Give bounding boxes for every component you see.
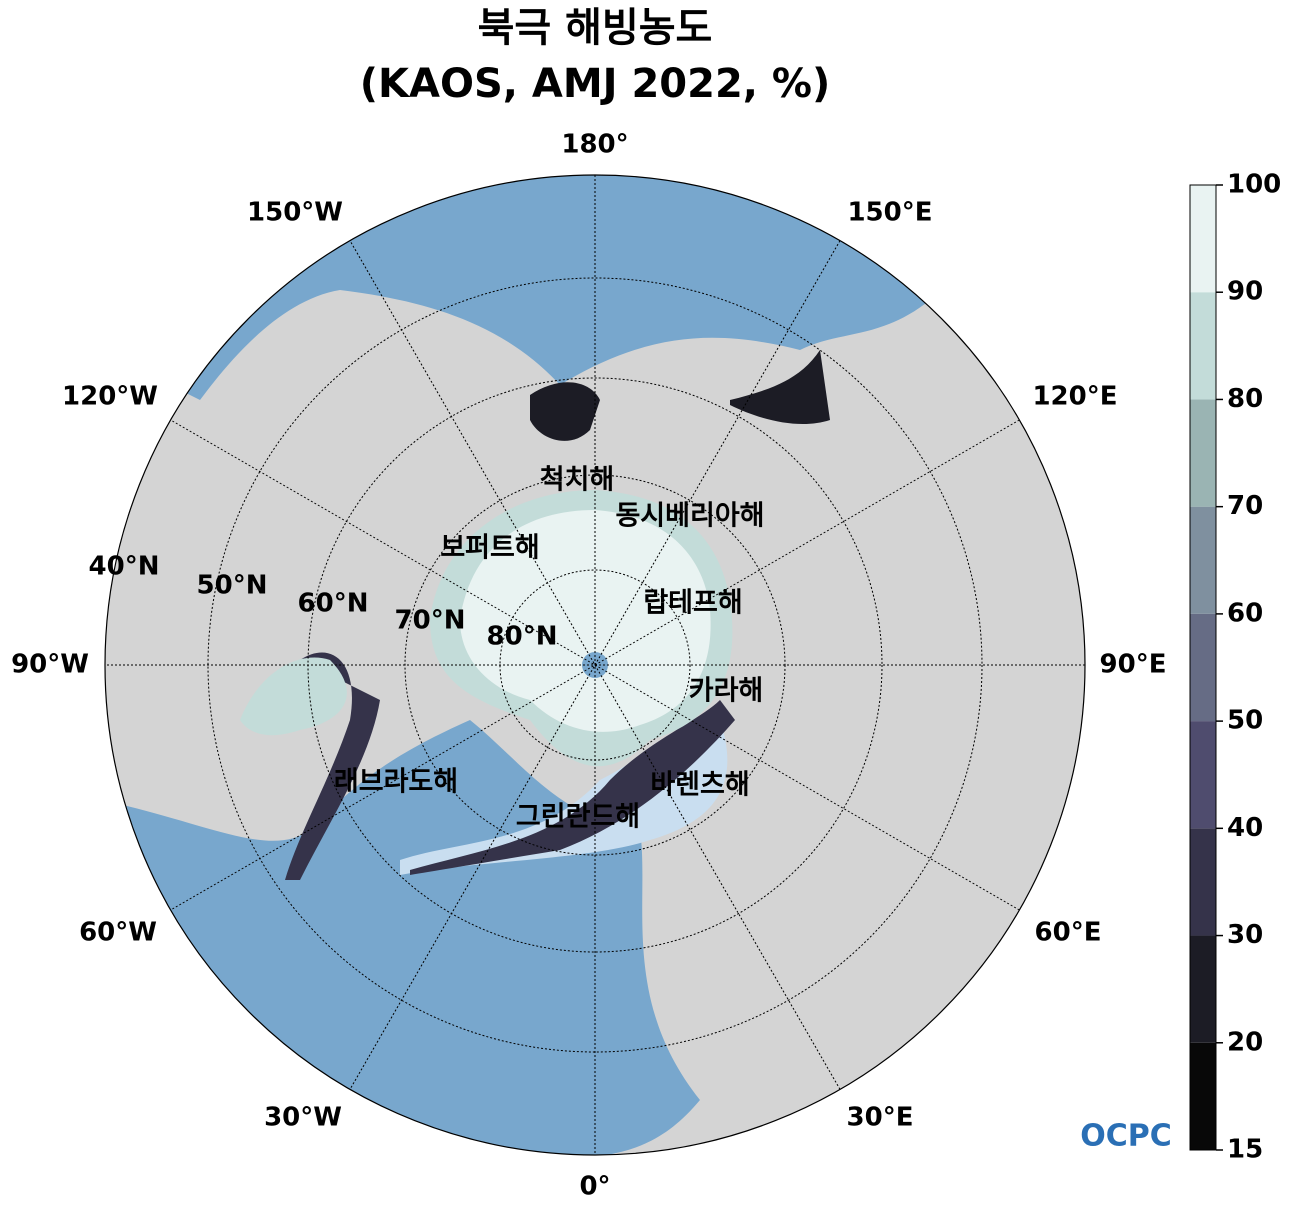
colorbar-tick-label: 50 bbox=[1227, 706, 1263, 736]
pacific-ocean bbox=[160, 175, 930, 400]
title: 북극 해빙농도 bbox=[478, 5, 713, 51]
sea-label: 보퍼트해 bbox=[440, 533, 539, 564]
ice-edge bbox=[530, 382, 600, 441]
ice-edge bbox=[285, 652, 380, 880]
longitude-label: 0° bbox=[579, 1172, 610, 1202]
colorbar-tick-label: 100 bbox=[1227, 170, 1281, 200]
colorbar-segment bbox=[1190, 185, 1216, 293]
colorbar-tick-label: 15 bbox=[1227, 1135, 1263, 1165]
colorbar-tick-label: 20 bbox=[1227, 1027, 1263, 1057]
sea-label: 척치해 bbox=[540, 465, 615, 496]
sea-label: 래브라도해 bbox=[334, 767, 458, 798]
title: (KAOS, AMJ 2022, %) bbox=[360, 61, 831, 107]
latitude-label: 70°N bbox=[395, 606, 466, 636]
latitude-label: 50°N bbox=[197, 571, 268, 601]
sea-ice bbox=[460, 510, 711, 732]
colorbar-tick-label: 90 bbox=[1227, 277, 1263, 307]
latitude-label: 60°N bbox=[298, 589, 369, 619]
colorbar-tick-label: 60 bbox=[1227, 598, 1263, 628]
latitude-label: 40°N bbox=[89, 552, 160, 582]
logo: OCPC bbox=[1080, 1119, 1172, 1154]
colorbar-tick-label: 70 bbox=[1227, 491, 1263, 521]
ice-edge bbox=[730, 350, 830, 425]
longitude-label: 120°W bbox=[62, 382, 158, 412]
colorbar-tick-label: 40 bbox=[1227, 813, 1263, 843]
colorbar-segment bbox=[1190, 828, 1216, 936]
colorbar-segment bbox=[1190, 292, 1216, 400]
colorbar-segment bbox=[1190, 721, 1216, 829]
colorbar-frame bbox=[1189, 184, 1217, 1151]
colorbar-segment bbox=[1190, 399, 1216, 507]
longitude-label: 30°E bbox=[847, 1103, 914, 1133]
longitude-label: 30°W bbox=[264, 1103, 342, 1133]
sea-label: 카라해 bbox=[689, 676, 764, 707]
colorbar-tick-label: 30 bbox=[1227, 920, 1263, 950]
sea-ice bbox=[240, 657, 347, 736]
longitude-label: 150°E bbox=[847, 198, 932, 228]
latitude-label: 80°N bbox=[487, 622, 558, 652]
sea-label: 동시베리아해 bbox=[615, 501, 764, 532]
longitude-label: 60°W bbox=[79, 918, 157, 948]
colorbar-segment bbox=[1190, 1042, 1216, 1150]
longitude-label: 90°E bbox=[1100, 650, 1167, 680]
longitude-label: 90°W bbox=[11, 650, 89, 680]
colorbar-segment bbox=[1190, 613, 1216, 722]
longitude-label: 150°W bbox=[247, 198, 343, 228]
latitude-line bbox=[207, 277, 983, 1053]
colorbar-segment bbox=[1190, 506, 1216, 614]
longitude-label: 60°E bbox=[1035, 918, 1102, 948]
sea-label: 바렌츠해 bbox=[650, 770, 749, 801]
sea-label: 그린란드해 bbox=[516, 802, 640, 833]
ice-edge bbox=[410, 700, 735, 875]
longitude-label: 180° bbox=[561, 130, 628, 160]
meridian bbox=[349, 240, 841, 1090]
colorbar-tick-label: 80 bbox=[1227, 384, 1263, 414]
graticule bbox=[105, 175, 1085, 1155]
sea-label: 랍테프해 bbox=[643, 588, 742, 619]
longitude-label: 120°E bbox=[1032, 382, 1117, 412]
colorbar-segment bbox=[1190, 935, 1216, 1043]
